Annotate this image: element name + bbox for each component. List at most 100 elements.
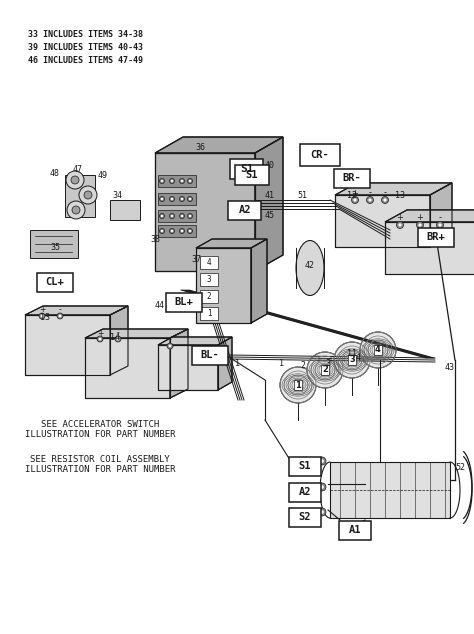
Circle shape	[350, 524, 354, 527]
Text: 35: 35	[50, 243, 60, 252]
Bar	[200, 256, 218, 269]
Bar	[230, 159, 264, 179]
Circle shape	[180, 214, 184, 219]
Circle shape	[59, 314, 61, 318]
Text: 4: 4	[375, 346, 381, 354]
Circle shape	[84, 191, 92, 199]
Polygon shape	[110, 306, 128, 375]
Polygon shape	[158, 337, 232, 345]
Circle shape	[170, 228, 174, 233]
Bar	[235, 165, 269, 185]
Circle shape	[99, 338, 101, 340]
Circle shape	[438, 223, 442, 226]
Circle shape	[320, 510, 324, 514]
Bar	[158, 210, 196, 222]
Circle shape	[188, 228, 192, 233]
Circle shape	[352, 197, 358, 204]
Bar	[418, 228, 454, 247]
Circle shape	[320, 485, 324, 489]
Bar	[289, 482, 321, 501]
Circle shape	[161, 215, 163, 217]
Circle shape	[360, 332, 396, 368]
Text: 2: 2	[322, 365, 328, 375]
Circle shape	[399, 223, 401, 226]
Text: S1: S1	[246, 170, 258, 180]
Circle shape	[115, 336, 121, 342]
Bar	[65, 175, 95, 217]
Text: SEE ACCELERATOR SWITCH
ILLUSTRATION FOR PART NUMBER: SEE ACCELERATOR SWITCH ILLUSTRATION FOR …	[25, 420, 175, 439]
Text: 44: 44	[155, 301, 165, 309]
Text: BL-: BL-	[201, 350, 219, 360]
Text: 1: 1	[207, 309, 211, 318]
Circle shape	[181, 215, 183, 217]
Circle shape	[67, 201, 85, 219]
Text: 45: 45	[265, 210, 275, 219]
Text: 37: 37	[191, 256, 201, 264]
Polygon shape	[251, 239, 267, 323]
Circle shape	[180, 228, 184, 233]
Text: BR-: BR-	[343, 173, 361, 183]
Circle shape	[170, 179, 174, 183]
Text: 13: 13	[395, 190, 405, 200]
Text: SEE RESISTOR COIL ASSEMBLY
ILLUSTRATION FOR PART NUMBER: SEE RESISTOR COIL ASSEMBLY ILLUSTRATION …	[25, 455, 175, 474]
Text: 1: 1	[280, 359, 284, 368]
Bar	[339, 521, 371, 540]
Text: 34: 34	[112, 190, 122, 200]
Circle shape	[188, 179, 192, 183]
Circle shape	[382, 197, 389, 204]
Text: 36: 36	[195, 143, 205, 153]
Circle shape	[396, 221, 403, 228]
Circle shape	[71, 176, 79, 184]
Circle shape	[159, 179, 164, 183]
Polygon shape	[255, 137, 283, 271]
Text: CR-: CR-	[310, 150, 329, 160]
Circle shape	[318, 457, 326, 465]
Text: 4: 4	[356, 354, 361, 363]
Polygon shape	[155, 137, 283, 153]
Circle shape	[170, 197, 174, 202]
Bar	[158, 193, 196, 205]
Circle shape	[334, 342, 370, 378]
Text: S1: S1	[299, 461, 311, 471]
Circle shape	[417, 221, 423, 228]
Bar	[200, 307, 218, 320]
Circle shape	[181, 180, 183, 182]
Bar	[200, 290, 218, 303]
Circle shape	[171, 215, 173, 217]
Circle shape	[97, 336, 103, 342]
Bar	[37, 273, 73, 292]
Polygon shape	[335, 195, 430, 247]
Text: +: +	[352, 188, 358, 198]
Circle shape	[189, 180, 191, 182]
Polygon shape	[170, 329, 188, 398]
Circle shape	[188, 197, 192, 202]
Text: A2: A2	[299, 487, 311, 497]
Text: S1: S1	[240, 164, 254, 174]
Bar	[289, 456, 321, 476]
Text: 12: 12	[347, 190, 357, 200]
Text: 1: 1	[236, 358, 240, 368]
Text: 2: 2	[301, 361, 306, 370]
Text: 3: 3	[349, 356, 355, 365]
Text: -: -	[59, 306, 61, 314]
Circle shape	[320, 459, 324, 463]
Text: -: -	[117, 328, 119, 337]
Text: 4: 4	[207, 258, 211, 267]
Bar	[192, 346, 228, 365]
Text: 3: 3	[207, 275, 211, 284]
Text: 46 INCLUDES ITEMS 47-49: 46 INCLUDES ITEMS 47-49	[28, 56, 143, 65]
Text: BR+: BR+	[427, 232, 446, 242]
Bar	[330, 462, 450, 518]
Circle shape	[189, 198, 191, 200]
Circle shape	[171, 198, 173, 200]
Text: 2: 2	[207, 292, 211, 301]
Text: 51: 51	[297, 190, 307, 200]
Circle shape	[161, 180, 163, 182]
Circle shape	[170, 214, 174, 219]
Polygon shape	[85, 338, 170, 398]
Circle shape	[169, 345, 171, 347]
Text: 33 INCLUDES ITEMS 34-38: 33 INCLUDES ITEMS 34-38	[28, 30, 143, 39]
Circle shape	[72, 206, 80, 214]
Text: 42: 42	[305, 261, 315, 269]
Polygon shape	[385, 222, 474, 274]
